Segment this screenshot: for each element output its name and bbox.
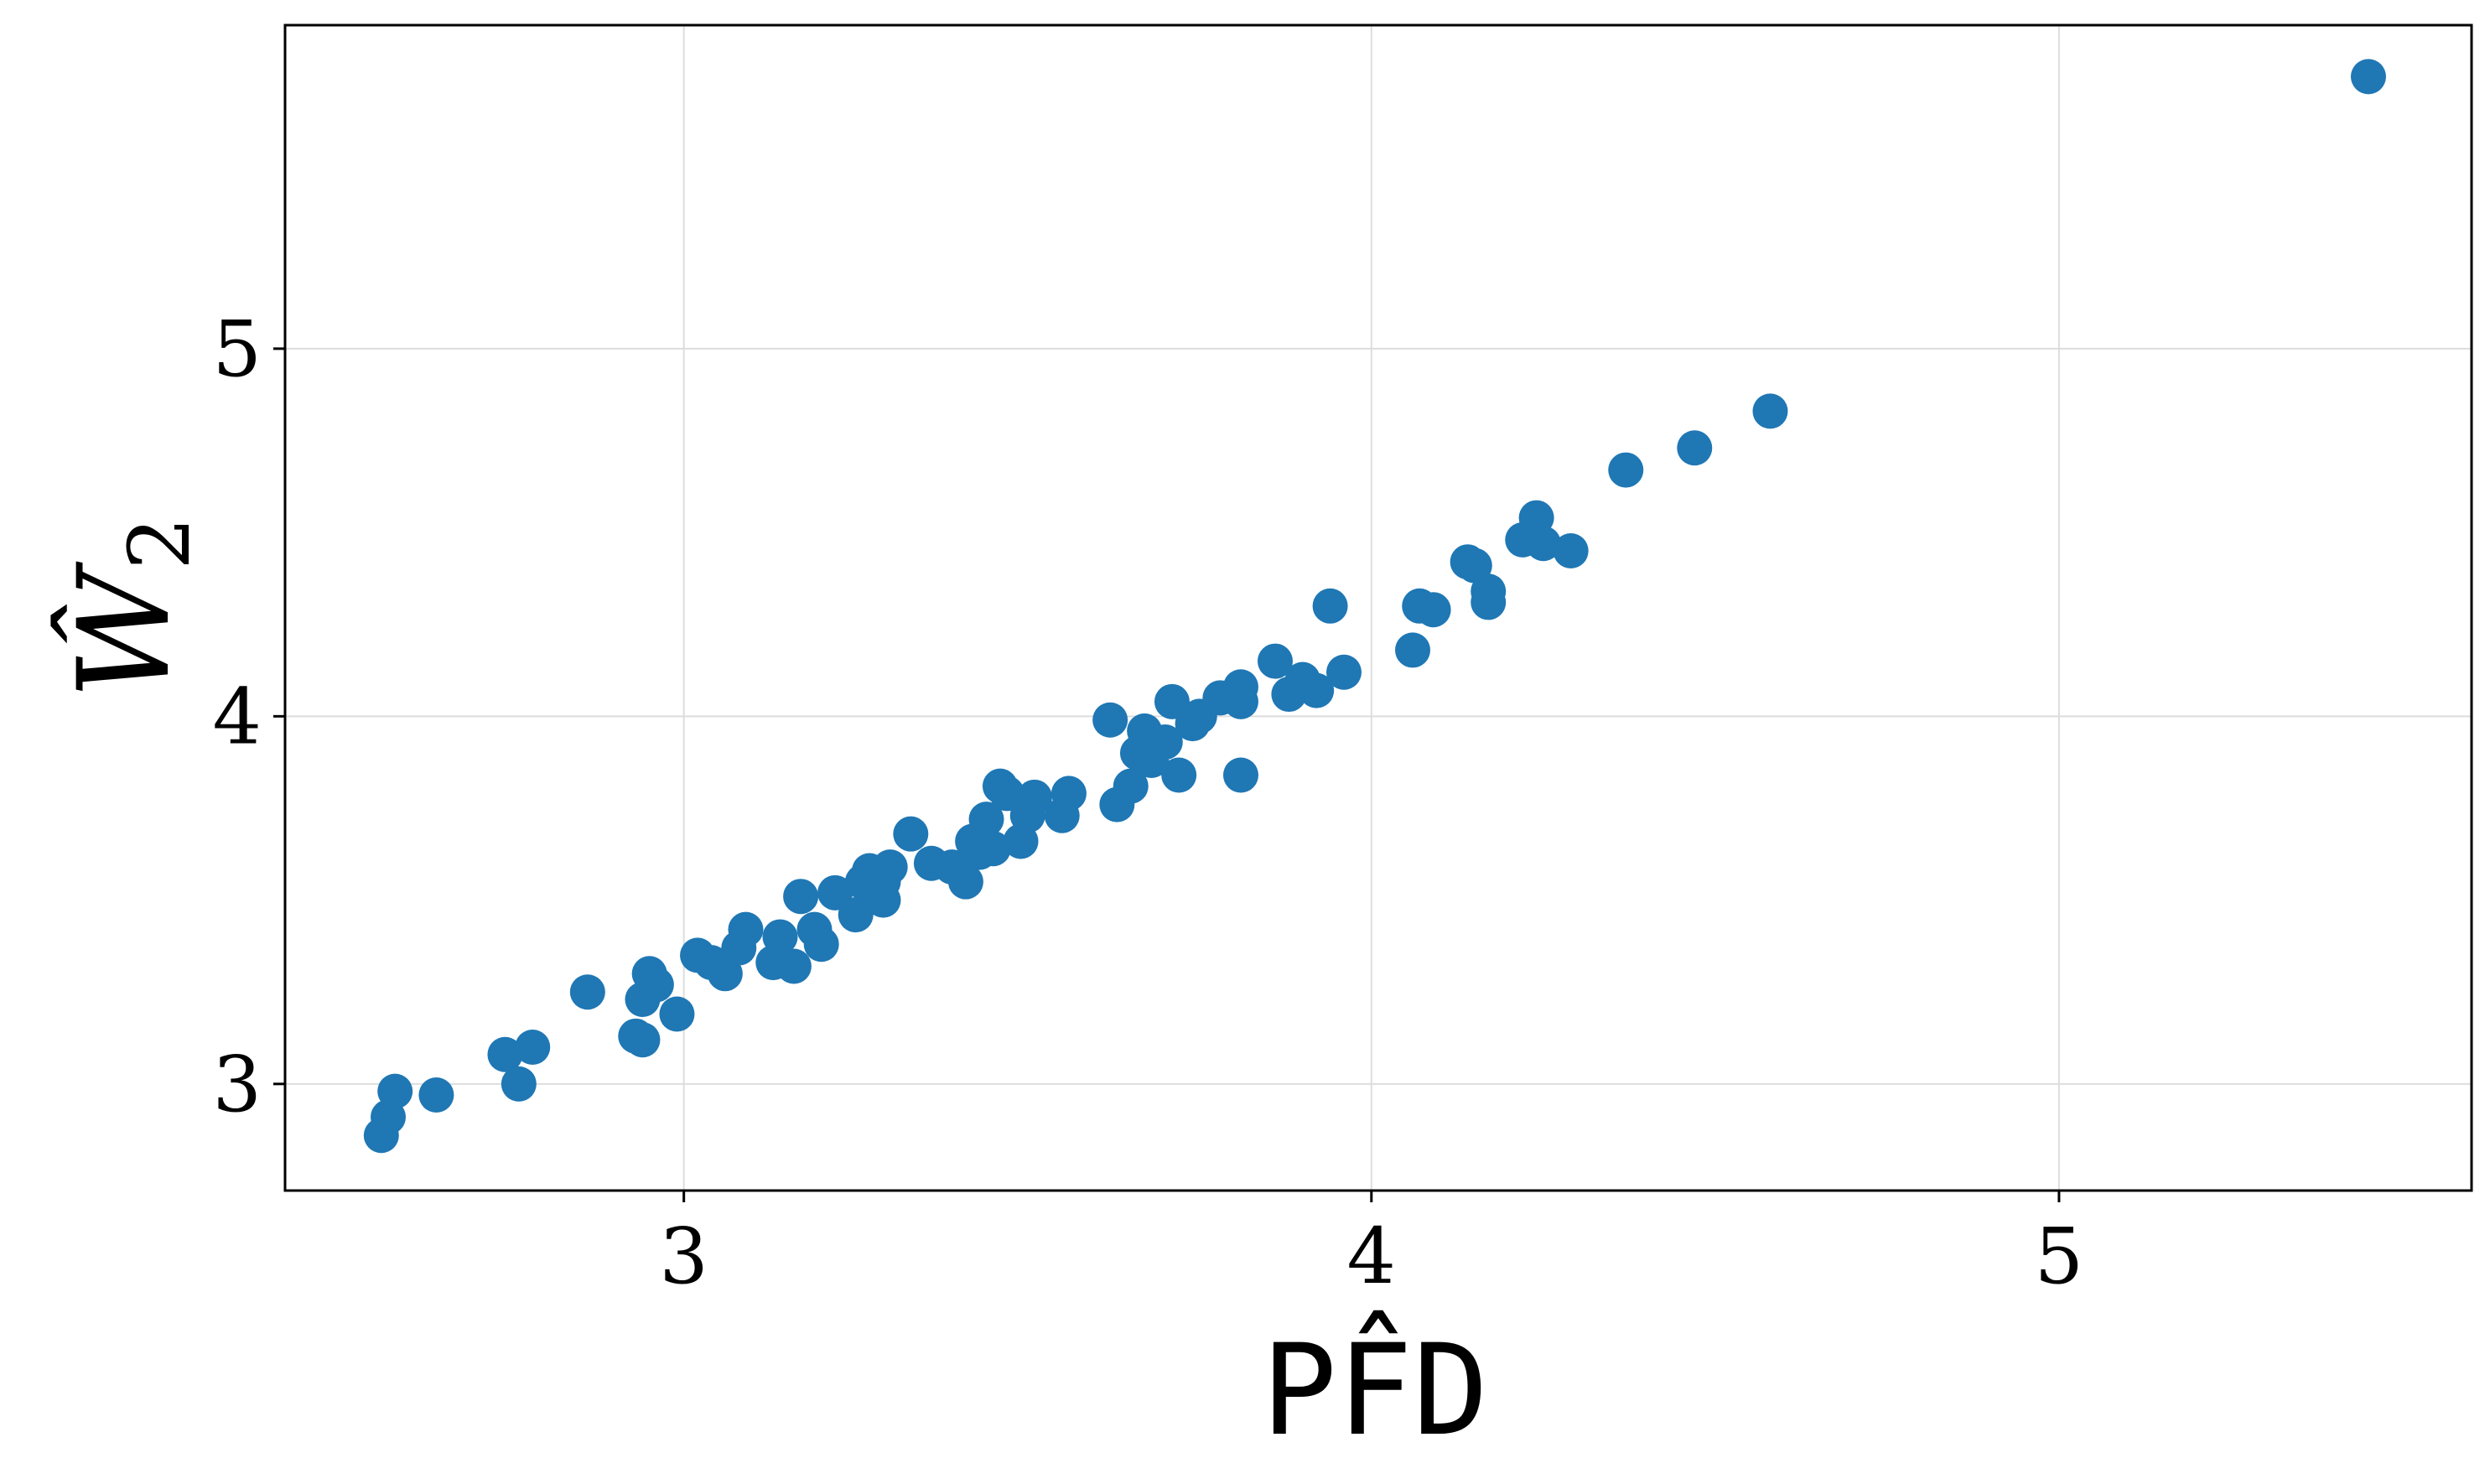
x-tick-label: 5	[2035, 1212, 2084, 1301]
data-point	[1222, 757, 1258, 793]
data-point	[1016, 779, 1052, 815]
grid-lines	[285, 25, 2472, 1191]
data-point	[659, 996, 695, 1032]
data-point	[1299, 672, 1335, 708]
data-point	[728, 911, 764, 947]
y-tick-label: 5	[212, 304, 262, 394]
data-point	[1257, 643, 1293, 679]
data-point	[893, 816, 929, 852]
data-point	[2350, 59, 2386, 95]
data-point	[968, 802, 1004, 838]
data-point	[1752, 393, 1788, 429]
data-point	[975, 831, 1011, 867]
data-point	[638, 967, 674, 1003]
data-point	[1456, 547, 1492, 584]
data-point	[803, 926, 839, 963]
data-point	[569, 974, 605, 1010]
data-point	[707, 956, 743, 992]
data-point	[1154, 683, 1190, 719]
axis-ticks: 3 4 5 3 4 5	[212, 304, 2083, 1301]
data-point	[1525, 526, 1561, 562]
x-axis-label: PF̂D	[1262, 1310, 1489, 1464]
y-axis-label-subscript: 2	[111, 516, 209, 570]
data-point	[783, 879, 819, 915]
data-point	[487, 1036, 523, 1072]
data-point	[762, 919, 798, 955]
data-point	[1147, 724, 1183, 760]
data-point	[377, 1073, 413, 1109]
data-point	[515, 1029, 551, 1065]
svg-text:Ŵ2: Ŵ2	[50, 516, 209, 699]
data-point	[1312, 588, 1348, 624]
data-point	[418, 1077, 454, 1113]
y-axis-label-group: Ŵ2	[50, 516, 209, 699]
y-tick-label: 4	[212, 672, 262, 761]
plot-frame	[283, 23, 2473, 1192]
data-point	[817, 874, 853, 911]
data-point	[501, 1066, 537, 1102]
data-point	[776, 948, 812, 984]
x-tick-label: 3	[659, 1212, 708, 1301]
data-point	[838, 897, 874, 933]
data-point	[1325, 654, 1362, 690]
data-point	[1415, 592, 1451, 628]
data-point	[1677, 430, 1713, 466]
data-point	[1222, 683, 1258, 719]
data-point	[1113, 768, 1149, 804]
data-point	[1608, 452, 1644, 488]
data-point	[1395, 632, 1431, 668]
data-point	[1471, 584, 1507, 620]
y-axis-label: Ŵ	[50, 561, 198, 699]
data-point	[947, 864, 983, 900]
y-tick-label: 3	[212, 1040, 262, 1129]
data-points	[363, 59, 2386, 1154]
data-point	[1092, 702, 1128, 738]
data-point	[1553, 533, 1589, 569]
data-point	[872, 849, 908, 885]
data-point	[989, 776, 1025, 812]
data-point	[1161, 757, 1197, 793]
data-point	[1050, 776, 1087, 812]
x-tick-label: 4	[1347, 1212, 1397, 1301]
data-point	[625, 1022, 661, 1058]
